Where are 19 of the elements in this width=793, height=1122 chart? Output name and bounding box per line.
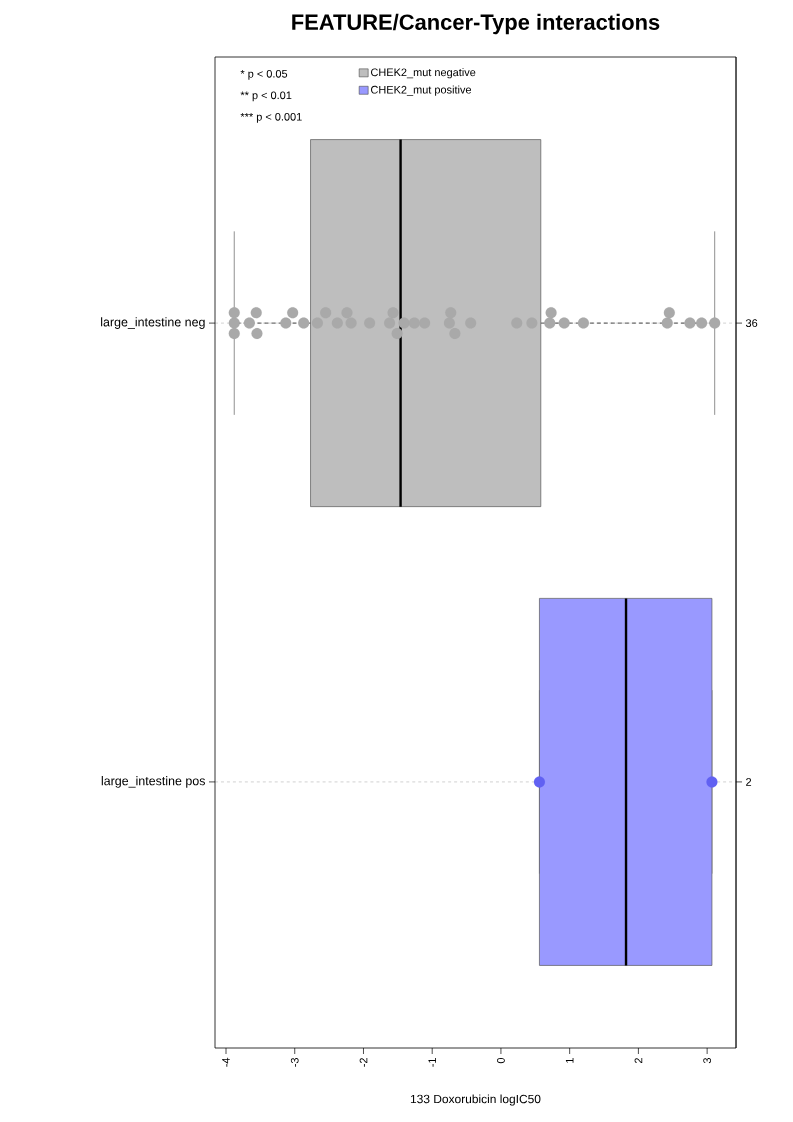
y-tick-label: large_intestine pos — [101, 776, 205, 788]
annotation: * p < 0.05 — [240, 69, 288, 80]
annotation: *** p < 0.001 — [240, 112, 302, 123]
annotation: ** p < 0.01 — [240, 91, 292, 102]
x-tick-label: -4 — [222, 1057, 230, 1067]
y-tick-label: large_intestine neg — [101, 317, 205, 329]
x-tick-label: 2 — [634, 1058, 643, 1064]
chart-title: FEATURE/Cancer-Type interactions — [292, 13, 660, 35]
y2-tick-label: 36 — [745, 319, 758, 327]
legend-label: CHEK2_mut positive — [371, 85, 472, 96]
x-tick-label: -3 — [290, 1058, 299, 1067]
x-tick-label: 0 — [497, 1057, 505, 1064]
x-tick-label: 3 — [703, 1058, 712, 1064]
x-axis-title: 133 Doxorubicin logIC50 — [410, 1094, 541, 1106]
x-tick-label: -1 — [428, 1058, 436, 1067]
legend-label: CHEK2_mut negative — [371, 68, 476, 79]
x-tick-label: -2 — [359, 1058, 368, 1067]
y2-tick-label: 2 — [746, 778, 752, 786]
x-tick-label: 1 — [565, 1058, 574, 1063]
